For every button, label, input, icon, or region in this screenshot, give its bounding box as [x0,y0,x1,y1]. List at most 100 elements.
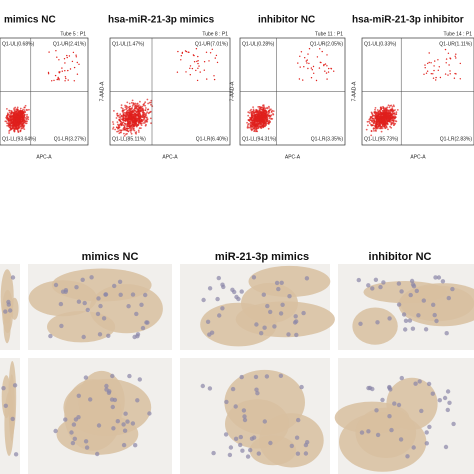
event-dot [389,125,391,128]
event-dot [377,110,380,113]
event-dot [370,130,373,133]
event-dot [203,69,205,71]
event-dot [48,51,50,53]
nucleus [262,419,267,424]
event-dot [389,115,392,118]
nucleus [373,277,379,282]
nucleus [85,307,91,313]
nucleus [223,432,229,437]
event-dot [132,104,135,106]
event-dot [139,113,141,115]
event-dot [8,119,11,122]
event-dot [254,116,256,118]
event-dot [191,67,194,70]
event-dot [177,50,179,53]
event-dot [143,111,146,114]
nucleus [405,454,410,459]
event-dot [134,124,137,127]
event-dot [246,125,249,128]
nucleus [233,404,238,409]
event-dot [23,106,26,109]
tissue [352,307,398,345]
event-dot [379,126,382,129]
tissue [355,407,417,458]
event-dot [261,119,264,122]
event-dot [64,62,66,64]
event-dot [131,121,134,124]
event-dot [372,122,375,124]
tissue [8,361,17,434]
nucleus [221,284,226,290]
event-dot [25,120,27,123]
event-dot [73,66,76,69]
tissue [249,435,297,466]
event-dot [134,118,136,120]
nucleus [200,383,205,389]
event-dot [368,120,370,123]
event-dot [7,125,10,128]
event-dot [150,103,152,106]
event-dot [141,105,144,108]
nucleus [447,400,452,405]
event-dot [17,127,20,130]
event-dot [135,108,138,110]
event-dot [300,51,303,53]
nucleus [81,334,86,340]
quadrant-label: Q1-LL(95.73%) [364,136,399,142]
nucleus [230,386,236,392]
event-dot [13,129,16,131]
nucleus [259,331,264,336]
event-dot [9,126,12,129]
event-dot [132,110,135,113]
nucleus [294,332,299,338]
event-dot [197,60,199,62]
event-dot [380,115,383,118]
event-dot [128,107,131,110]
event-dot [459,62,461,65]
event-dot [11,126,14,129]
event-dot [380,130,383,133]
event-dot [24,104,27,107]
nucleus [76,393,82,398]
event-dot [64,80,66,82]
x-axis-label: APC-A [410,154,426,160]
event-dot [56,56,58,58]
event-dot [259,125,261,128]
nucleus [293,314,298,319]
event-dot [197,62,199,65]
event-dot [122,115,125,118]
event-dot [206,78,208,80]
nucleus [380,397,385,403]
event-dot [253,129,256,132]
nucleus [392,401,397,406]
event-dot [304,57,306,59]
event-dot [122,109,125,112]
event-dot [430,73,432,75]
event-dot [310,67,313,69]
nucleus [95,451,100,457]
event-dot [120,122,122,125]
nucleus [72,436,78,441]
event-dot [424,64,426,66]
event-dot [259,107,262,110]
event-dot [144,124,147,127]
event-dot [6,115,8,118]
event-dot [395,113,398,116]
event-dot [122,129,124,131]
event-dot [137,108,140,111]
nucleus [228,445,234,450]
event-dot [256,113,259,116]
nucleus [301,310,306,316]
event-dot [263,121,266,124]
event-dot [252,123,255,126]
event-dot [371,120,373,123]
event-dot [17,118,20,120]
event-dot [122,118,125,121]
event-dot [119,129,121,132]
nucleus [408,292,413,298]
event-dot [75,56,78,58]
nucleus [261,292,266,297]
nucleus [83,375,89,380]
event-dot [251,123,253,125]
nucleus [121,442,127,448]
